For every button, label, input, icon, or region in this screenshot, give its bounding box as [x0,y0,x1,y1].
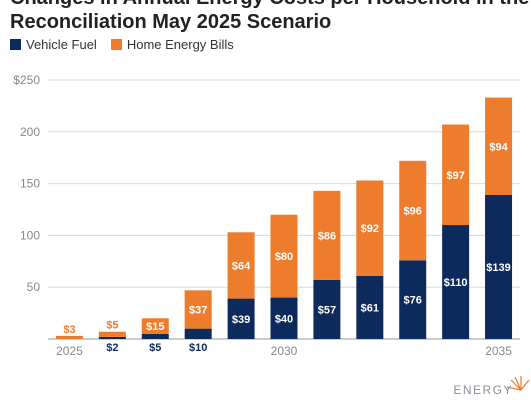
chart-title-line-1: Changes in Annual Energy Costs per House… [10,0,531,10]
legend-item-home-energy-bills: Home Energy Bills [110,37,234,52]
y-tick-label-50: 50 [27,280,41,294]
data-label-vehicle-fuel-2033: $76 [404,295,422,307]
legend-label-vehicle-fuel: Vehicle Fuel [26,37,97,52]
data-label-home-energy-2035: $94 [489,141,508,153]
data-label-vehicle-fuel-2030: $40 [275,313,293,325]
bar-vehicle-fuel-2026 [98,336,126,339]
bar-home-energy-2025 [55,335,83,339]
bar-home-energy-2026 [98,331,126,337]
data-label-home-energy-2026: $5 [106,320,118,332]
bar-vehicle-fuel-2031 [313,279,341,339]
energy-innovation-logo: ENERGY [453,383,513,397]
data-label-vehicle-fuel-2027: $5 [149,342,161,354]
data-label-vehicle-fuel-2035: $139 [486,262,510,274]
bar-home-energy-2035 [485,97,513,195]
y-tick-label-200: 200 [20,125,40,139]
chart-title: Changes in Annual Energy Costs per House… [10,0,531,34]
bar-vehicle-fuel-2034 [442,225,470,339]
chart-title-line-2: Reconciliation May 2025 Scenario [10,11,332,33]
data-label-home-energy-2034: $97 [446,170,464,182]
bar-home-energy-2030 [270,214,298,298]
legend-item-vehicle-fuel: Vehicle Fuel [10,37,97,52]
data-label-vehicle-fuel-2026: $2 [106,342,118,354]
data-label-vehicle-fuel-2029: $39 [232,314,250,326]
legend-label-home-energy-bills: Home Energy Bills [126,37,234,52]
bar-home-energy-2033 [399,160,427,261]
data-label-home-energy-2033: $96 [404,206,422,218]
x-tick-label-2035: 2035 [485,344,512,358]
data-label-vehicle-fuel-2031: $57 [318,304,336,316]
data-label-home-energy-2025: $3 [63,324,75,336]
logo-text: ENERGY [453,383,513,397]
y-tick-label-100: 100 [20,228,40,242]
bar-vehicle-fuel-2029 [227,298,255,339]
bar-vehicle-fuel-2032 [356,275,384,339]
bar-home-energy-2034 [442,124,470,226]
data-label-home-energy-2032: $92 [361,223,379,235]
bar-home-energy-2031 [313,190,341,280]
bar-home-energy-2027 [141,318,169,334]
x-tick-label-2030: 2030 [271,344,298,358]
bar-vehicle-fuel-2027 [141,333,169,339]
data-label-vehicle-fuel-2028: $10 [189,342,207,354]
bar-home-energy-2028 [184,290,212,329]
data-label-home-energy-2027: $15 [146,321,164,333]
bar-vehicle-fuel-2033 [399,260,427,339]
bar-vehicle-fuel-2028 [184,328,212,339]
data-label-home-energy-2031: $86 [318,230,336,242]
data-label-vehicle-fuel-2034: $110 [444,277,468,289]
data-label-home-energy-2028: $37 [189,304,207,316]
y-tick-label-150: 150 [20,177,40,191]
data-label-vehicle-fuel-2032: $61 [361,302,379,314]
legend-swatch-home-energy-bills [110,39,122,50]
chart-legend: Vehicle Fuel Home Energy Bills [10,37,248,52]
bar-home-energy-2029 [227,232,255,299]
data-label-home-energy-2030: $80 [275,251,293,263]
bar-vehicle-fuel-2030 [270,297,298,339]
data-label-home-energy-2029: $64 [232,260,251,272]
sun-icon [506,376,530,391]
bar-vehicle-fuel-2035 [485,194,513,339]
stacked-bar-chart: 50 100 150 200 $250 $3 2025 $5 $2 $15 $5 $37 $10 $64 $… [13,73,520,358]
x-tick-label-2025: 2025 [56,344,83,358]
bar-home-energy-2032 [356,180,384,276]
legend-swatch-vehicle-fuel [10,39,21,50]
y-tick-label-250: $250 [13,73,40,87]
